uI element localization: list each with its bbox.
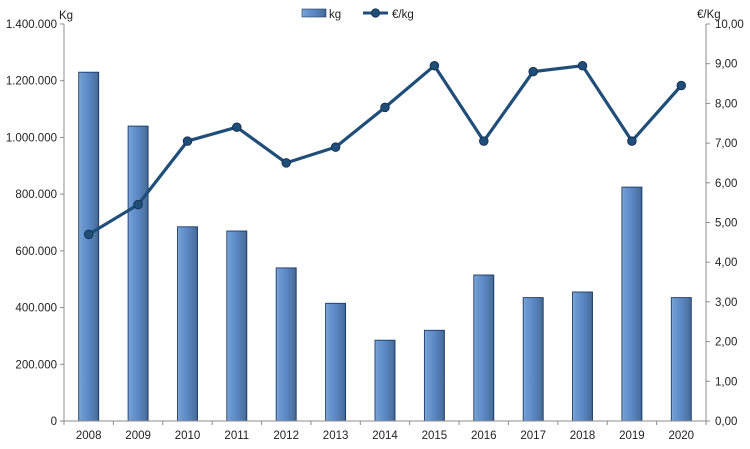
x-axis-category-label: 2009 [125, 430, 151, 442]
right-axis-tick-label: 0,00 [715, 416, 737, 428]
price-point-2014 [380, 102, 390, 113]
price-point-2012 [281, 158, 291, 168]
legend-bar-label: kg [329, 9, 341, 21]
left-axis-tick-label: 1.200.000 [6, 76, 57, 88]
legend-line-marker-icon [370, 8, 381, 18]
x-axis-category-label: 2016 [471, 430, 497, 442]
x-axis-category-label: 2013 [323, 430, 349, 442]
x-axis-category-label: 2011 [224, 430, 249, 442]
legend-bar-swatch-icon [301, 8, 327, 18]
left-axis-tick-label: 800.000 [15, 189, 57, 201]
bar-2016 [473, 274, 495, 422]
right-axis-tick-label: 8,00 [715, 98, 737, 110]
left-axis-tick-label: 200.000 [15, 359, 57, 371]
right-axis-tick-label: 6,00 [715, 178, 737, 190]
x-axis-category-label: 2018 [570, 430, 596, 442]
bar-2019 [621, 186, 643, 422]
bar-2011 [226, 230, 248, 422]
bar-2020 [670, 297, 692, 422]
legend-line-label: €/kg [392, 9, 414, 21]
left-axis-title: Kg [59, 10, 73, 22]
x-axis-category-label: 2014 [372, 430, 398, 442]
x-axis-category-label: 2008 [76, 430, 102, 442]
left-axis-tick-label: 1.400.000 [6, 19, 57, 31]
left-axis-tick-label: 400.000 [15, 303, 57, 315]
price-point-2015 [429, 60, 440, 71]
x-axis-category-label: 2020 [669, 430, 695, 442]
right-axis-tick-label: 9,00 [715, 59, 737, 71]
x-axis-category-label: 2012 [273, 430, 299, 442]
left-axis-tick-label: 1.000.000 [6, 132, 57, 144]
right-axis-tick-label: 10,00 [715, 19, 744, 31]
price-point-2019 [627, 136, 637, 146]
price-point-2008 [83, 229, 94, 240]
right-axis-tick-label: 2,00 [715, 337, 737, 349]
price-point-2017 [528, 66, 538, 77]
bar-2018 [572, 291, 593, 422]
price-point-2010 [182, 136, 193, 146]
legend: kg €/kg [301, 8, 414, 21]
right-axis-tick-label: 5,00 [715, 218, 737, 230]
bar-2014 [374, 339, 396, 422]
right-axis-tick-label: 1,00 [715, 376, 737, 388]
bar-2015 [423, 329, 445, 422]
x-axis-category-label: 2015 [422, 430, 448, 442]
x-axis-category-label: 2019 [619, 430, 645, 442]
x-axis-category-label: 2017 [520, 430, 546, 442]
price-point-2011 [232, 122, 242, 132]
right-axis-tick-label: 4,00 [715, 257, 737, 269]
bar-2010 [177, 226, 198, 422]
bar-2013 [325, 302, 347, 422]
price-point-2016 [479, 136, 489, 146]
bar-2009 [127, 125, 149, 422]
bar-2017 [522, 297, 544, 422]
x-axis-category-label: 2010 [175, 430, 201, 442]
left-axis-tick-label: 600.000 [15, 246, 57, 258]
right-axis-tick-label: 7,00 [715, 138, 737, 150]
price-point-2018 [577, 60, 588, 71]
price-point-2013 [330, 142, 341, 152]
right-axis-title: €/Kg [697, 9, 721, 21]
bar-2012 [275, 267, 297, 422]
left-axis-tick-label: 0 [51, 416, 57, 428]
price-point-2020 [676, 80, 687, 91]
bar-2008 [78, 71, 100, 422]
price-point-2009 [133, 199, 143, 210]
price-line-series [87, 64, 683, 236]
right-axis-tick-label: 3,00 [715, 297, 737, 309]
